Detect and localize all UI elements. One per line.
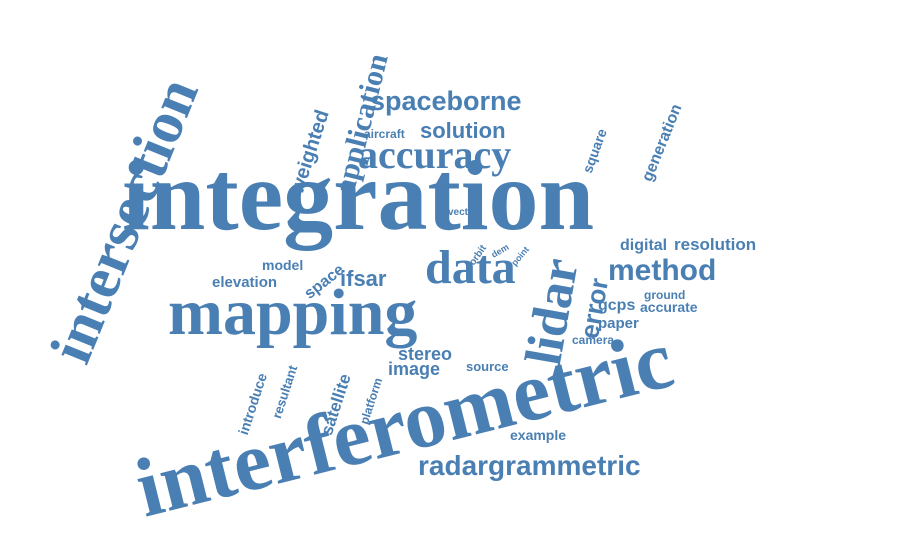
word-image: image <box>388 359 441 379</box>
word-example: example <box>510 427 567 443</box>
word-model: model <box>262 257 304 273</box>
word-resolution: resolution <box>674 235 757 254</box>
word-spaceborne: spaceborne <box>370 86 522 116</box>
word-mapping: mapping <box>168 276 418 349</box>
word-generation: generation <box>639 101 686 184</box>
word-accurate: accurate <box>640 299 698 315</box>
word-aircraft: aircraft <box>364 127 405 141</box>
word-ground: ground <box>644 288 686 302</box>
word-camera: camera <box>572 333 615 347</box>
word-radargrammetric: radargrammetric <box>418 450 641 481</box>
word-ifsar: ifsar <box>340 266 387 291</box>
word-accuracy: accuracy <box>358 132 512 177</box>
word-gcps: gcps <box>598 297 636 314</box>
word-digital: digital <box>620 237 668 254</box>
word-elevation: elevation <box>212 274 278 291</box>
word-source: source <box>466 359 509 374</box>
word-stereo: stereo <box>398 344 453 364</box>
word-integration: integration <box>122 140 595 251</box>
word-paper: paper <box>598 315 639 332</box>
word-solution: solution <box>420 118 506 143</box>
word-data: data <box>425 241 516 294</box>
word-vector: vector <box>448 207 479 218</box>
word-method: method <box>608 254 717 287</box>
